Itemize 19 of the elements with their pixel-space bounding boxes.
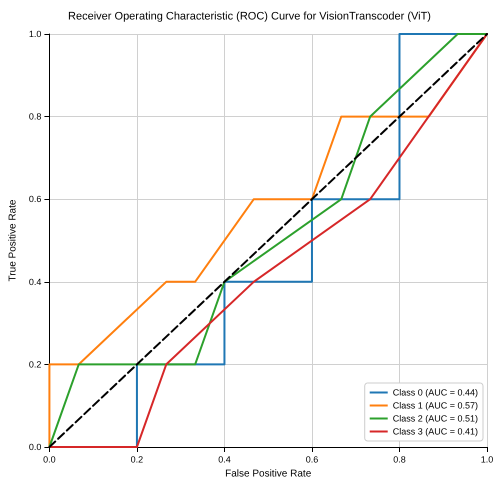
x-tick-label: 0.2	[130, 454, 144, 464]
legend-label: Class 3 (AUC = 0.41)	[392, 426, 478, 436]
y-tick-label: 0.6	[28, 194, 42, 204]
y-tick-label: 0.8	[28, 112, 42, 122]
legend-label: Class 1 (AUC = 0.57)	[392, 400, 478, 410]
y-tick-label: 0.4	[28, 276, 42, 287]
y-tick-label: 0.0	[28, 442, 42, 452]
x-tick-label: 0.4	[218, 454, 231, 464]
y-axis-title: True Positive Rate	[8, 199, 18, 282]
x-tick-label: 0.6	[306, 454, 318, 464]
chart-title: Receiver Operating Characteristic (ROC) Curve for VisionTranscoder (ViT)	[68, 10, 431, 22]
y-tick-label: 1.0	[28, 29, 42, 39]
y-tick-label: 0.2	[28, 359, 42, 370]
legend-label: Class 2 (AUC = 0.51)	[392, 414, 478, 424]
x-tick-label: 0.0	[43, 454, 56, 464]
x-tick-label: 1.0	[480, 454, 494, 464]
legend-label: Class 0 (AUC = 0.44)	[392, 388, 478, 398]
x-axis-title: False Positive Rate	[225, 468, 312, 480]
x-tick-label: 0.8	[393, 454, 406, 464]
